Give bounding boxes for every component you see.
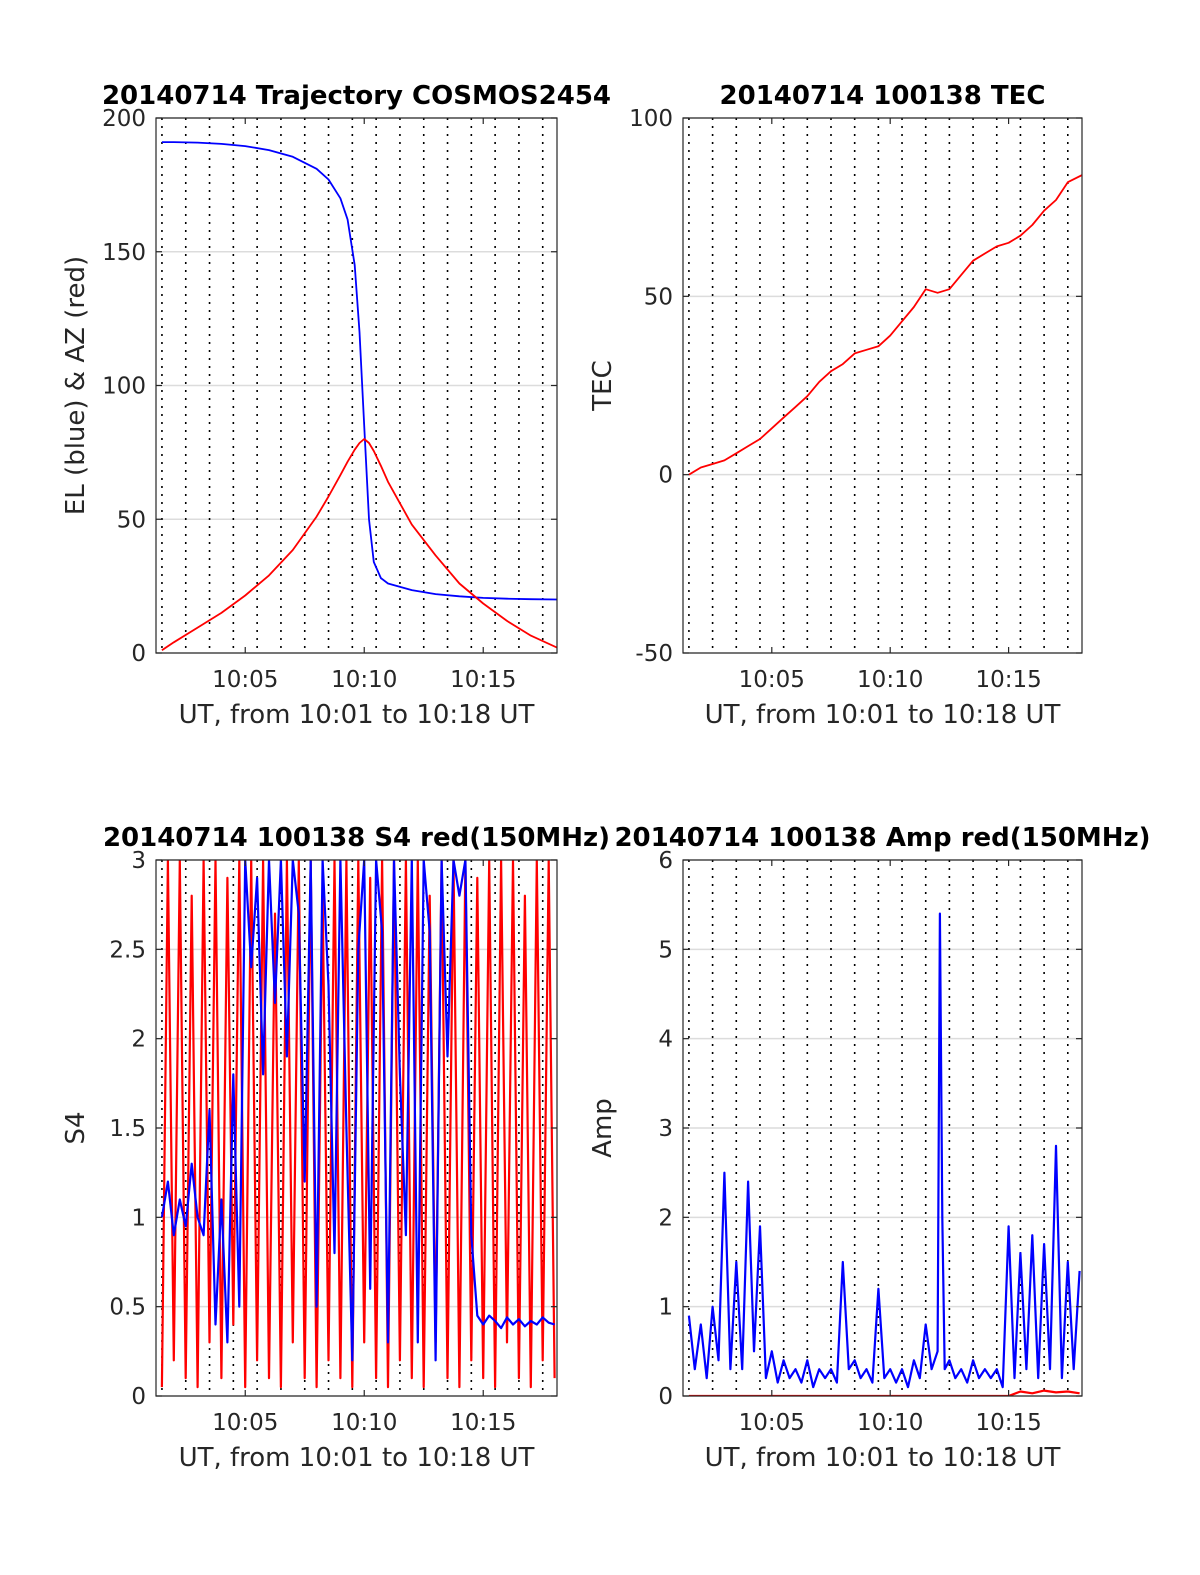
y-axis-label: S4: [61, 1111, 91, 1144]
y-tick-label: 1.5: [109, 1116, 146, 1142]
y-tick-label: 2.5: [109, 937, 146, 963]
y-axis-label: EL (blue) & AZ (red): [61, 256, 91, 515]
y-tick-label: 1: [131, 1205, 146, 1231]
y-tick-label: 200: [102, 106, 146, 132]
y-axis-label: Amp: [588, 1098, 618, 1158]
y-axis-label: TEC: [588, 360, 618, 411]
y-tick-label: 100: [102, 374, 146, 400]
x-axis-label: UT, from 10:01 to 10:18 UT: [705, 700, 1061, 730]
y-tick-label: -50: [635, 641, 673, 667]
x-tick-label: 10:10: [857, 1410, 923, 1436]
plot-area: [687, 912, 1081, 1396]
x-tick-label: 10:05: [739, 1410, 805, 1436]
axes-frame: [682, 117, 1083, 654]
y-tick-label: 50: [117, 507, 146, 533]
chart-title: 20140714 100138 S4 red(150MHz): [103, 823, 610, 853]
series-line-1: [160, 860, 555, 1362]
x-tick-label: 10:10: [331, 667, 397, 693]
y-tick-label: 100: [629, 106, 673, 132]
x-tick-label: 10:05: [212, 1410, 278, 1436]
y-tick-label: 2: [658, 1205, 673, 1231]
x-axis-label: UT, from 10:01 to 10:18 UT: [705, 1443, 1061, 1473]
plot-area: [160, 860, 556, 1389]
y-tick-label: 0: [131, 641, 146, 667]
x-tick-label: 10:05: [212, 667, 278, 693]
series-line-1: [688, 1389, 1080, 1396]
y-tick-label: 0: [658, 463, 673, 489]
panel-amp: 0 1 2 3 4 5 6 10:05 10:10 10:15 UT, from 10:01 to …: [588, 823, 1151, 1473]
y-tick-label: 4: [658, 1027, 673, 1053]
x-axis-label: UT, from 10:01 to 10:18 UT: [179, 1443, 535, 1473]
y-tick-label: 5: [658, 937, 673, 963]
x-tick-label: 10:15: [975, 1410, 1041, 1436]
series-line-0: [161, 141, 557, 601]
x-tick-label: 10:10: [857, 667, 923, 693]
x-tick-label: 10:15: [975, 667, 1041, 693]
series-line-0: [688, 174, 1082, 476]
series-line-0: [160, 860, 556, 1389]
y-tick-label: 2: [131, 1027, 146, 1053]
x-tick-label: 10:15: [450, 1410, 516, 1436]
series-line-0: [687, 912, 1081, 1389]
y-tick-label: 150: [102, 240, 146, 266]
plot-area: [688, 174, 1082, 476]
series-line-1: [161, 438, 557, 652]
y-tick-label: 0.5: [109, 1295, 146, 1321]
plot-area: [161, 141, 557, 652]
panel-trajectory: 0 50 100 150 200 10:05 10:10 10:15 UT, from 10:0…: [61, 81, 611, 730]
y-tick-label: 6: [658, 848, 673, 874]
x-tick-label: 10:15: [450, 667, 516, 693]
y-tick-label: 3: [131, 848, 146, 874]
chart-title: 20140714 100138 Amp red(150MHz): [614, 823, 1150, 853]
y-tick-label: 50: [644, 284, 673, 310]
y-tick-label: 0: [131, 1384, 146, 1410]
x-axis-label: UT, from 10:01 to 10:18 UT: [179, 700, 535, 730]
x-tick-label: 10:10: [331, 1410, 397, 1436]
y-tick-label: 0: [658, 1384, 673, 1410]
chart-title: 20140714 Trajectory COSMOS2454: [102, 81, 611, 111]
y-tick-label: 3: [658, 1116, 673, 1142]
x-tick-label: 10:05: [739, 667, 805, 693]
chart-title: 20140714 100138 TEC: [720, 81, 1046, 111]
panel-tec: -50 0 50 100 10:05 10:10 10:15 UT, from 10:01 t…: [588, 81, 1083, 730]
panel-s4: 0 0.5 1 1.5 2 2.5 3 10:05 10:10 10:15 UT, from 10:…: [61, 823, 610, 1473]
y-tick-label: 1: [658, 1295, 673, 1321]
